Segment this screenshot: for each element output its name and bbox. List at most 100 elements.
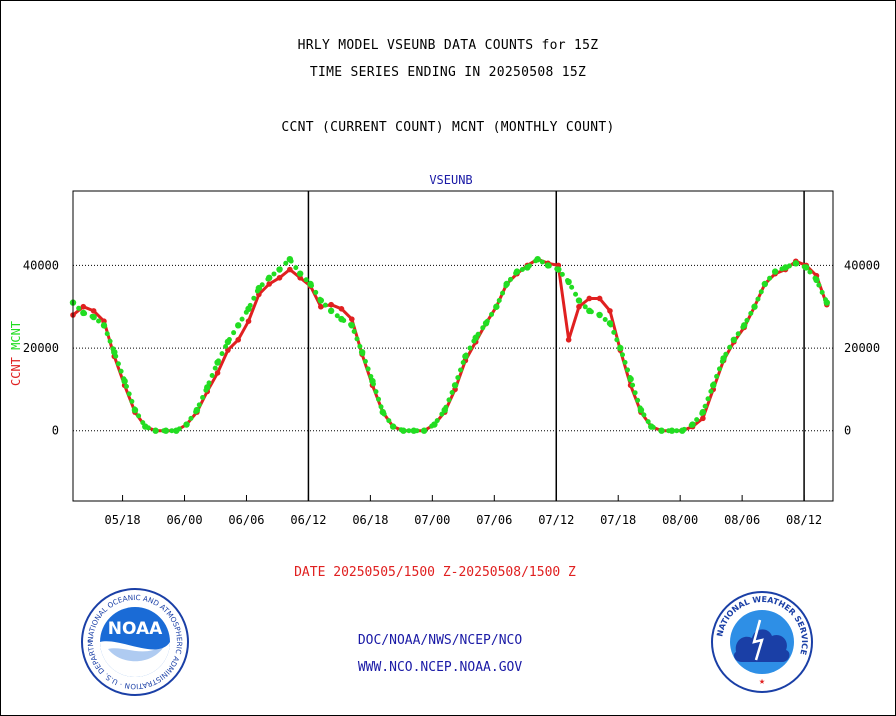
y-tick-label-right: 0: [844, 424, 851, 438]
mcnt-data-point: [534, 256, 541, 263]
mcnt-data-point: [286, 256, 294, 263]
x-tick-label: 06/00: [166, 513, 202, 527]
mcnt-data-point: [493, 303, 500, 310]
x-tick-label: 07/06: [476, 513, 512, 527]
mcnt-data-point: [761, 280, 769, 288]
mcnt-data-point: [142, 423, 149, 430]
mcnt-data-point: [617, 344, 624, 352]
mcnt-data-point: [111, 349, 118, 356]
mcnt-data-point: [730, 336, 738, 343]
mcnt-data-point: [204, 384, 211, 391]
mcnt-data-point: [751, 303, 758, 310]
mcnt-data-point: [771, 268, 779, 275]
mcnt-data-point: [193, 406, 201, 414]
mcnt-data-point: [317, 297, 325, 304]
org-path-text: DOC/NOAA/NWS/NCEP/NCO: [357, 633, 523, 648]
mcnt-data-point: [276, 266, 283, 273]
mcnt-data-point: [720, 355, 727, 362]
mcnt-data-point: [224, 338, 232, 346]
mcnt-data-point: [358, 349, 366, 356]
mcnt-data-point: [782, 264, 789, 271]
mcnt-data-point: [162, 427, 170, 434]
mcnt-data-point: [513, 268, 521, 275]
mcnt-data-point: [80, 309, 87, 317]
mcnt-data-point: [472, 334, 479, 341]
ccnt-data-point: [576, 303, 582, 310]
svg-text:★: ★: [759, 676, 765, 687]
mcnt-data-point: [235, 322, 242, 329]
mcnt-data-point: [451, 382, 459, 389]
x-tick-label: 06/18: [352, 513, 388, 527]
mcnt-data-point: [699, 408, 707, 416]
mcnt-data-point: [327, 307, 335, 315]
y-tick-label-left: 0: [52, 424, 59, 438]
mcnt-data-point: [462, 353, 469, 360]
mcnt-data-point: [503, 280, 510, 288]
ccnt-data-point: [700, 415, 706, 422]
mcnt-data-point: [152, 427, 159, 434]
ccnt-data-point: [338, 306, 345, 312]
mcnt-data-point: [431, 421, 438, 428]
mcnt-data-point: [802, 264, 810, 271]
noaa-logo: NOAA NATIONAL OCEANIC AND ATMOSPHERIC AD…: [80, 587, 189, 696]
mcnt-data-point: [524, 264, 531, 271]
mcnt-data-point: [121, 377, 128, 385]
ccnt-data-point: [586, 295, 593, 302]
mcnt-data-point: [679, 427, 686, 434]
x-tick-label: 06/06: [228, 513, 264, 527]
ccnt-data-point: [287, 266, 293, 273]
y-tick-label-right: 40000: [844, 258, 880, 272]
mcnt-data-point: [555, 266, 562, 273]
mcnt-data-point: [214, 359, 221, 366]
ccnt-data-point: [266, 281, 272, 287]
x-tick-label: 07/12: [538, 513, 574, 527]
plot-area-border: [72, 190, 834, 502]
mcnt-data-point: [100, 322, 108, 329]
mcnt-data-point: [265, 274, 273, 281]
mcnt-data-point: [596, 311, 603, 319]
ccnt-series-line: [72, 257, 829, 433]
mcnt-data-point: [245, 305, 252, 312]
mcnt-data-point: [255, 284, 263, 292]
ccnt-data-point: [235, 337, 242, 343]
noaa-logo-label: NOAA: [108, 619, 163, 639]
mcnt-data-point: [586, 307, 593, 315]
ccnt-data-point: [276, 275, 283, 281]
mcnt-data-point: [823, 299, 831, 306]
mcnt-data-point: [658, 427, 665, 434]
title-line-2: TIME SERIES ENDING IN 20250508 15Z: [309, 65, 587, 80]
mcnt-data-point: [627, 375, 634, 383]
mcnt-data-point: [183, 421, 190, 428]
ccnt-data-point: [245, 318, 252, 325]
mcnt-data-point: [338, 315, 345, 323]
plot-title: VSEUNB: [429, 173, 472, 187]
ccnt-data-point: [318, 303, 324, 310]
mcnt-data-point: [648, 423, 655, 430]
title-line-3: CCNT (CURRENT COUNT) MCNT (MONTHLY COUNT…: [281, 120, 615, 135]
mcnt-data-point: [420, 427, 428, 434]
mcnt-data-point: [813, 276, 820, 284]
mcnt-data-point: [389, 423, 397, 430]
x-tick-label: 06/12: [290, 513, 326, 527]
mcnt-data-point: [410, 427, 417, 434]
mcnt-data-point: [575, 297, 583, 304]
mcnt-data-point: [173, 427, 180, 434]
title-line-1: HRLY MODEL VSEUNB DATA COUNTS for 15Z: [297, 38, 599, 53]
mcnt-data-point: [740, 322, 748, 329]
mcnt-data-point: [90, 313, 97, 321]
mcnt-data-point: [544, 262, 552, 269]
x-tick-label: 08/12: [786, 513, 822, 527]
mcnt-data-point: [668, 427, 676, 434]
mcnt-data-point: [296, 270, 304, 277]
mcnt-data-point: [379, 408, 386, 416]
date-range-label: DATE 20250505/1500 Z-20250508/1500 Z: [294, 565, 576, 580]
mcnt-data-point: [348, 322, 356, 329]
ccnt-data-point: [328, 301, 334, 308]
ccnt-data-point: [214, 370, 221, 376]
x-tick-label: 07/00: [414, 513, 450, 527]
ccnt-data-point: [349, 316, 355, 322]
mcnt-data-point: [565, 278, 572, 286]
website-link[interactable]: WWW.NCO.NCEP.NOAA.GOV: [357, 660, 523, 675]
y-axis-label-mcnt: MCNT: [9, 321, 23, 357]
